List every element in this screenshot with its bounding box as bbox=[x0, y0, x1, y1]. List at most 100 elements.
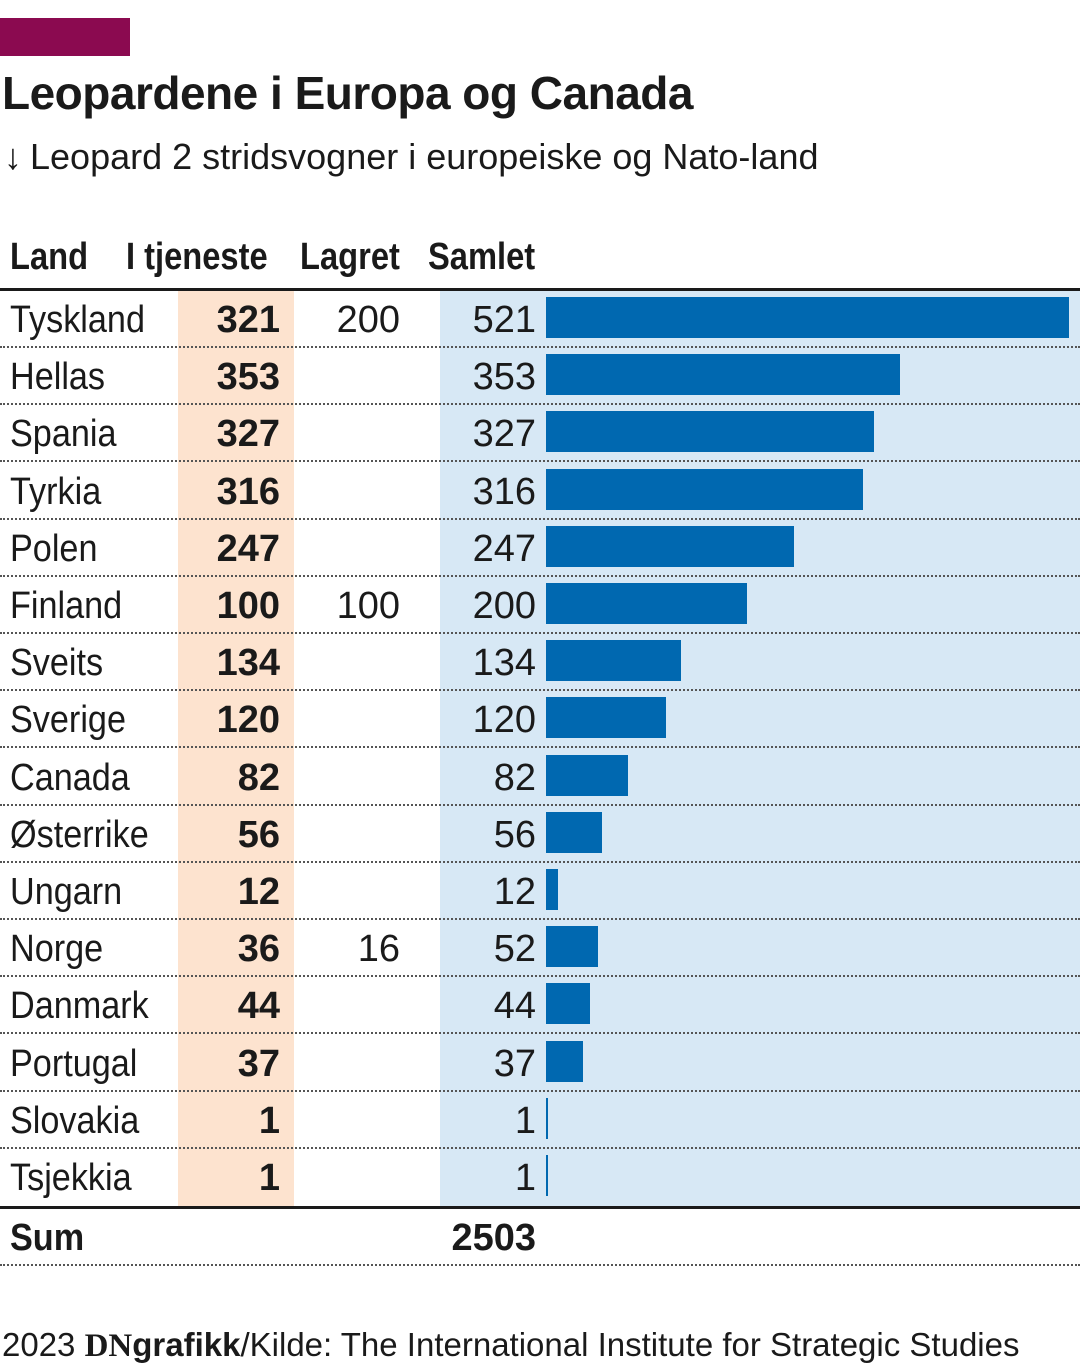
service-value: 44 bbox=[237, 985, 280, 1028]
service-value: 134 bbox=[216, 642, 280, 685]
stored-value: 200 bbox=[336, 299, 400, 341]
country-label: Tyskland bbox=[10, 299, 145, 341]
bar bbox=[546, 297, 1069, 338]
service-value: 1 bbox=[258, 1099, 280, 1142]
bar bbox=[546, 697, 667, 739]
country-label: Østerrike bbox=[10, 813, 149, 856]
table-row: Spania 327 327 bbox=[0, 405, 1080, 463]
service-value: 321 bbox=[216, 299, 280, 341]
country-label: Finland bbox=[10, 585, 123, 627]
service-column-background bbox=[178, 291, 294, 1207]
country-label: Spania bbox=[10, 413, 117, 456]
table-row: Hellas 353 353 bbox=[0, 348, 1080, 406]
country-label: Tyrkia bbox=[10, 470, 102, 513]
sum-label: Sum bbox=[10, 1217, 85, 1260]
country-label: Ungarn bbox=[10, 871, 123, 913]
total-value: 521 bbox=[472, 299, 536, 341]
service-value: 56 bbox=[237, 813, 280, 856]
total-value: 56 bbox=[493, 813, 536, 856]
bar bbox=[546, 754, 629, 796]
bar bbox=[546, 869, 559, 910]
table-row: Tyskland 321 200 521 bbox=[0, 291, 1080, 348]
country-label: Canada bbox=[10, 756, 130, 799]
total-value: 327 bbox=[472, 413, 536, 456]
total-value: 120 bbox=[472, 699, 536, 742]
bar bbox=[546, 811, 603, 853]
data-table: Land I tjeneste Lagret Samlet Tyskland 32… bbox=[0, 232, 1080, 1272]
stored-value: 100 bbox=[336, 585, 400, 627]
table-row: Sverige 120 120 bbox=[0, 691, 1080, 749]
header-total: Samlet bbox=[428, 236, 536, 278]
country-label: Hellas bbox=[10, 356, 106, 399]
bar bbox=[546, 1155, 548, 1196]
bar bbox=[546, 1040, 584, 1082]
country-label: Portugal bbox=[10, 1042, 138, 1085]
service-value: 37 bbox=[237, 1042, 280, 1085]
header-stored: Lagret bbox=[300, 236, 400, 278]
bar bbox=[546, 1097, 548, 1139]
table-row: Slovakia 1 1 bbox=[0, 1092, 1080, 1149]
bar bbox=[546, 583, 747, 624]
service-value: 100 bbox=[216, 585, 280, 627]
table-row: Sveits 134 134 bbox=[0, 634, 1080, 692]
country-label: Danmark bbox=[10, 985, 149, 1028]
table-row: Portugal 37 37 bbox=[0, 1035, 1080, 1092]
footer-brand-dn: DN bbox=[84, 1328, 133, 1364]
total-value: 247 bbox=[472, 527, 536, 570]
bar bbox=[546, 354, 901, 396]
bar bbox=[546, 926, 599, 968]
service-value: 1 bbox=[258, 1157, 280, 1199]
bar bbox=[546, 983, 591, 1025]
total-value: 12 bbox=[493, 871, 536, 913]
table-row: Canada 82 82 bbox=[0, 749, 1080, 806]
service-value: 316 bbox=[216, 470, 280, 513]
stored-value: 16 bbox=[357, 928, 400, 971]
service-value: 36 bbox=[237, 928, 280, 971]
sum-row: Sum 2503 bbox=[0, 1209, 1080, 1267]
footer: 2023 DNgrafikk/Kilde: The International … bbox=[2, 1326, 1019, 1365]
footer-brand-grafikk: grafikk bbox=[132, 1326, 241, 1363]
table-row: Danmark 44 44 bbox=[0, 977, 1080, 1035]
chart-subtitle: ↓ Leopard 2 stridsvogner i europeiske og … bbox=[4, 136, 818, 178]
subtitle-text: Leopard 2 stridsvogner i europeiske og N… bbox=[30, 136, 819, 177]
footer-source: /Kilde: The International Institute for … bbox=[240, 1326, 1020, 1363]
header-service: I tjeneste bbox=[126, 236, 268, 278]
total-value: 1 bbox=[514, 1099, 536, 1142]
table-row: Østerrike 56 56 bbox=[0, 806, 1080, 863]
total-value: 82 bbox=[493, 756, 536, 799]
country-label: Norge bbox=[10, 928, 104, 971]
table-row: Ungarn 12 12 bbox=[0, 863, 1080, 920]
sum-total: 2503 bbox=[451, 1217, 536, 1260]
service-value: 353 bbox=[216, 356, 280, 399]
accent-bar bbox=[0, 18, 130, 56]
total-value: 134 bbox=[472, 642, 536, 685]
total-value: 353 bbox=[472, 356, 536, 399]
country-label: Sverige bbox=[10, 699, 126, 742]
total-value: 1 bbox=[514, 1157, 536, 1199]
table-row: Finland 100 100 200 bbox=[0, 577, 1080, 634]
bar bbox=[546, 468, 864, 510]
header-row: Land I tjeneste Lagret Samlet bbox=[0, 232, 1080, 288]
service-value: 12 bbox=[237, 871, 280, 913]
service-value: 120 bbox=[216, 699, 280, 742]
country-label: Polen bbox=[10, 527, 98, 570]
country-label: Tsjekkia bbox=[10, 1157, 132, 1199]
total-value: 44 bbox=[493, 985, 536, 1028]
total-value: 52 bbox=[493, 928, 536, 971]
service-value: 247 bbox=[216, 527, 280, 570]
bar bbox=[546, 411, 875, 453]
service-value: 82 bbox=[237, 756, 280, 799]
sum-rule bbox=[0, 1206, 1080, 1210]
footer-year: 2023 bbox=[2, 1326, 76, 1363]
country-label: Slovakia bbox=[10, 1099, 140, 1142]
country-label: Sveits bbox=[10, 642, 104, 685]
arrow-down-icon: ↓ bbox=[4, 136, 22, 177]
chart-title: Leopardene i Europa og Canada bbox=[2, 67, 693, 119]
table-row: Tsjekkia 1 1 bbox=[0, 1149, 1080, 1206]
header-land: Land bbox=[10, 236, 89, 278]
table-row: Tyrkia 316 316 bbox=[0, 463, 1080, 520]
total-value: 37 bbox=[493, 1042, 536, 1085]
total-value: 200 bbox=[472, 585, 536, 627]
table-row: Polen 247 247 bbox=[0, 520, 1080, 577]
total-value: 316 bbox=[472, 470, 536, 513]
